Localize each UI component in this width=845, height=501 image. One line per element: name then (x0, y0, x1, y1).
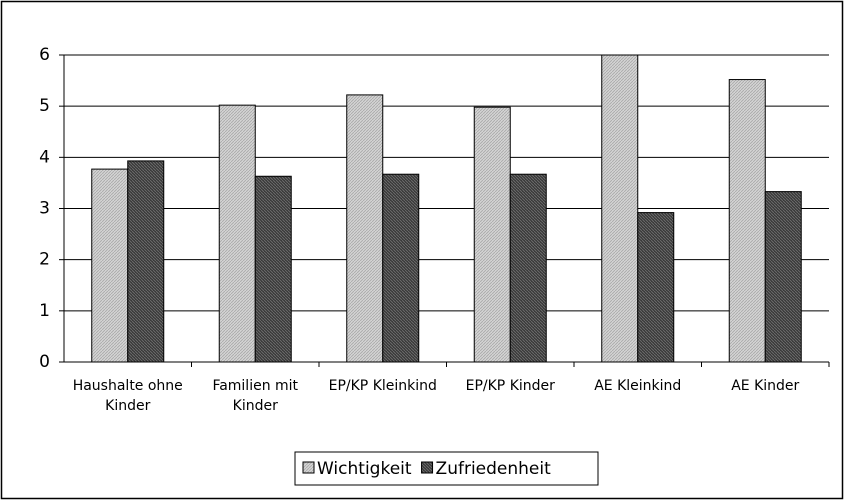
x-tick-label: Familien mit Kinder (212, 378, 299, 414)
y-tick-label: 3 (39, 199, 50, 219)
y-tick-label: 2 (39, 250, 50, 270)
x-tick-label: AE Kinder (731, 378, 800, 394)
bar (91, 168, 129, 363)
bar (382, 173, 420, 363)
x-tick-label: Haushalte ohne Kinder (72, 378, 183, 414)
bar (728, 79, 766, 363)
y-tick-label: 4 (39, 147, 50, 167)
bar (509, 173, 547, 363)
legend-label: Wichtigkeit (317, 459, 412, 479)
bar (637, 212, 675, 363)
x-tick-label: EP/KP Kinder (465, 378, 555, 394)
bar (254, 175, 292, 363)
legend-swatch (302, 461, 315, 474)
x-tick-label: AE Kleinkind (594, 378, 682, 394)
y-tick-label: 0 (39, 352, 50, 372)
bar (764, 191, 802, 363)
bar (218, 104, 256, 363)
bar (127, 160, 165, 363)
bar (473, 106, 511, 363)
y-tick-label: 6 (39, 45, 50, 65)
y-tick-label: 1 (39, 301, 50, 321)
legend-label: Zufriedenheit (436, 459, 552, 479)
legend-swatch (421, 461, 434, 474)
y-tick-label: 5 (39, 96, 50, 116)
bar (346, 94, 384, 363)
x-tick-label: EP/KP Kleinkind (328, 378, 437, 394)
bar (601, 54, 639, 363)
legend-box (294, 451, 599, 486)
